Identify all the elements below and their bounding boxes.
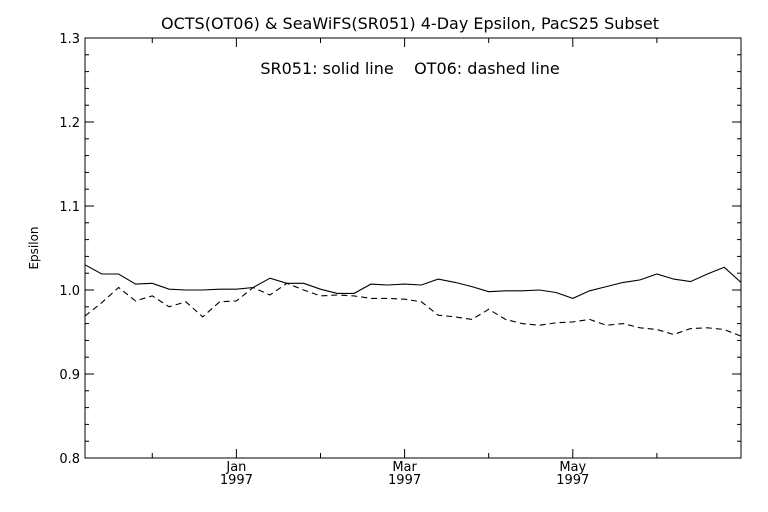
series-line-sr051	[84, 264, 742, 299]
x-tick-label-year: 1997	[388, 473, 421, 488]
y-tick-label: 1.3	[59, 32, 80, 47]
y-tick-label: 1.0	[59, 284, 80, 299]
y-tick-label: 0.9	[59, 368, 80, 383]
y-axis-label: Epsilon	[27, 226, 41, 269]
y-tick-label: 0.8	[59, 452, 80, 467]
series-lines	[84, 264, 742, 337]
x-tick-label-year: 1997	[220, 473, 253, 488]
y-tick-label: 1.2	[59, 116, 80, 131]
x-tick-label-month: Jan	[225, 460, 246, 475]
legend-annotation: SR051: solid line OT06: dashed line	[260, 59, 559, 78]
y-axis: 0.8 0.9 1.0 1.1 1.2 1.3	[59, 32, 741, 467]
y-tick-label: 1.1	[59, 200, 80, 215]
x-tick-label-month: May	[559, 460, 586, 475]
x-tick-label-month: Mar	[392, 460, 417, 475]
plot-frame	[84, 37, 742, 459]
chart-title: OCTS(OT06) & SeaWiFS(SR051) 4-Day Epsilo…	[161, 14, 659, 33]
x-tick-label-year: 1997	[556, 473, 589, 488]
series-line-ot06	[84, 282, 742, 337]
